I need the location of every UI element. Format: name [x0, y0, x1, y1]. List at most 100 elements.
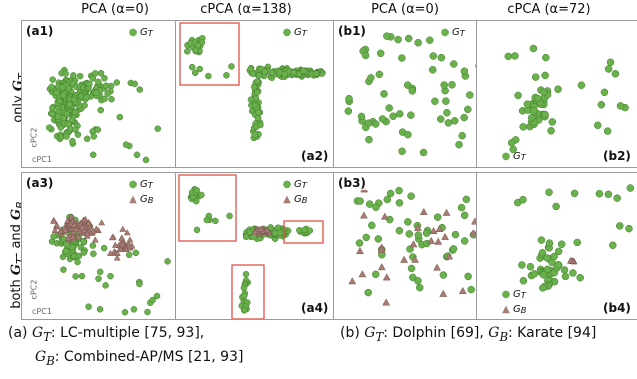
highlight-box: [283, 220, 324, 244]
scatter-point-gt: [196, 65, 203, 73]
scatter-point-gt: [102, 82, 110, 89]
scatter-point-gb: [117, 245, 125, 252]
scatter-point-gb: [98, 219, 106, 226]
caption-a-line2: GB: Combined-AP/MS [21, 93]: [35, 349, 244, 368]
scatter-point-gt: [389, 112, 397, 120]
scatter-point-gt: [95, 275, 102, 282]
scatter-point-gt: [460, 113, 468, 122]
scatter-point-gt: [240, 284, 248, 292]
scatter-point-gt: [448, 81, 456, 89]
scatter-point-gt: [543, 254, 551, 262]
scatter-point-gt: [407, 192, 415, 200]
scatter-point-gt: [554, 247, 563, 256]
scatter-point-gb: [469, 229, 478, 237]
scatter-point-gb: [118, 240, 126, 248]
scatter-point-gt: [396, 110, 404, 118]
scatter-point-gb: [89, 227, 97, 234]
legend-item-gb: ▲ G B: [126, 192, 153, 207]
scatter-point-gb: [78, 223, 86, 230]
scatter-point-gt: [526, 262, 535, 271]
scatter-point-gt: [378, 115, 387, 123]
scatter-point-gb: [119, 225, 127, 232]
scatter-point-gt: [600, 88, 609, 97]
scatter-point-gt: [409, 273, 417, 282]
scatter-point-gt: [96, 268, 104, 276]
scatter-point-gb: [427, 236, 436, 244]
scatter-point-gt: [97, 69, 105, 77]
scatter-point-gt: [253, 89, 261, 96]
scatter-point-gb: [111, 241, 119, 248]
scatter-point-gt: [108, 95, 115, 103]
scatter-point-gt: [362, 233, 370, 242]
scatter-point-gt: [136, 86, 144, 93]
scatter-point-gb: [92, 225, 100, 232]
scatter-point-gt: [371, 270, 380, 279]
scatter-point-gb: [50, 217, 58, 224]
scatter-point-gt: [70, 72, 77, 79]
scatter-point-gb: [348, 277, 357, 285]
scatter-point-gb: [382, 273, 391, 281]
scatter-point-gt: [71, 108, 79, 116]
scatter-point-gb: [64, 217, 71, 224]
scatter-point-gt: [356, 197, 364, 205]
scatter-a3: [48, 213, 171, 316]
scatter-point-gt: [104, 90, 111, 97]
scatter-point-gt: [604, 65, 613, 73]
scatter-point-gt: [345, 94, 353, 103]
scatter-point-gt: [569, 269, 577, 277]
scatter-point-gt: [255, 72, 263, 79]
caption-b: (b) GT: Dolphin [69], GB: Karate [94]: [340, 325, 597, 344]
circle-marker-icon: ●: [282, 27, 292, 38]
circle-marker-icon: ●: [128, 27, 138, 38]
scatter-point-gt: [371, 120, 380, 128]
scatter-point-gt: [65, 85, 72, 92]
scatter-point-gt: [386, 189, 395, 198]
panel-a4: (a4) ● G T ▲ G B: [175, 172, 338, 320]
scatter-point-gt: [451, 117, 459, 125]
scatter-point-gt: [573, 238, 582, 247]
column-title-pca-b: PCA (α=0): [371, 2, 439, 17]
scatter-point-gb: [125, 239, 132, 246]
scatter-point-gt: [53, 89, 60, 97]
scatter-point-gb: [377, 245, 386, 253]
scatter-point-gb: [72, 225, 80, 232]
scatter-point-gt: [451, 230, 460, 239]
scatter-point-gb: [356, 246, 364, 255]
panel-label: (a3): [25, 176, 55, 190]
scatter-point-gt: [254, 114, 262, 122]
scatter-point-gt: [541, 110, 549, 119]
scatter-point-gt: [62, 70, 69, 77]
scatter-point-gt: [63, 110, 71, 118]
scatter-point-gt: [364, 119, 373, 127]
scatter-point-gt: [419, 148, 428, 157]
scatter-point-gt: [101, 74, 108, 82]
column-title-cpca-b: cPCA (α=72): [507, 2, 591, 17]
scatter-point-gb: [441, 232, 449, 240]
scatter-point-gt: [552, 202, 560, 211]
scatter-point-gb: [360, 211, 368, 219]
scatter-point-gt: [365, 135, 373, 144]
scatter-point-gt: [462, 195, 471, 204]
scatter-point-gt: [460, 237, 469, 245]
scatter-b4: [513, 184, 635, 292]
scatter-point-gt: [131, 80, 138, 88]
scatter-point-gb: [567, 257, 575, 264]
scatter-point-gt: [375, 70, 384, 79]
scatter-point-gt: [74, 258, 81, 266]
scatter-point-gb: [409, 240, 418, 248]
scatter-point-gt: [626, 184, 635, 192]
panel-a1: (a1) ● G T cPC2 cPC1: [21, 20, 184, 168]
legend-item-gt: ● G T: [280, 25, 307, 40]
scatter-point-gt: [467, 285, 475, 294]
scatter-point-gt: [437, 53, 446, 62]
axis-note-cpc1: cPC1: [32, 155, 52, 164]
panel-b4: (b4) ● G T ▲ G B: [476, 172, 637, 320]
scatter-point-gt: [94, 126, 102, 133]
scatter-point-gt: [65, 120, 72, 128]
panel-label: (a1): [25, 24, 55, 38]
axis-note-cpc2: cPC2: [29, 127, 39, 148]
scatter-point-gt: [464, 272, 472, 281]
scatter-point-gt: [59, 84, 66, 91]
scatter-point-gt: [46, 124, 53, 131]
scatter-point-gb: [419, 207, 428, 215]
